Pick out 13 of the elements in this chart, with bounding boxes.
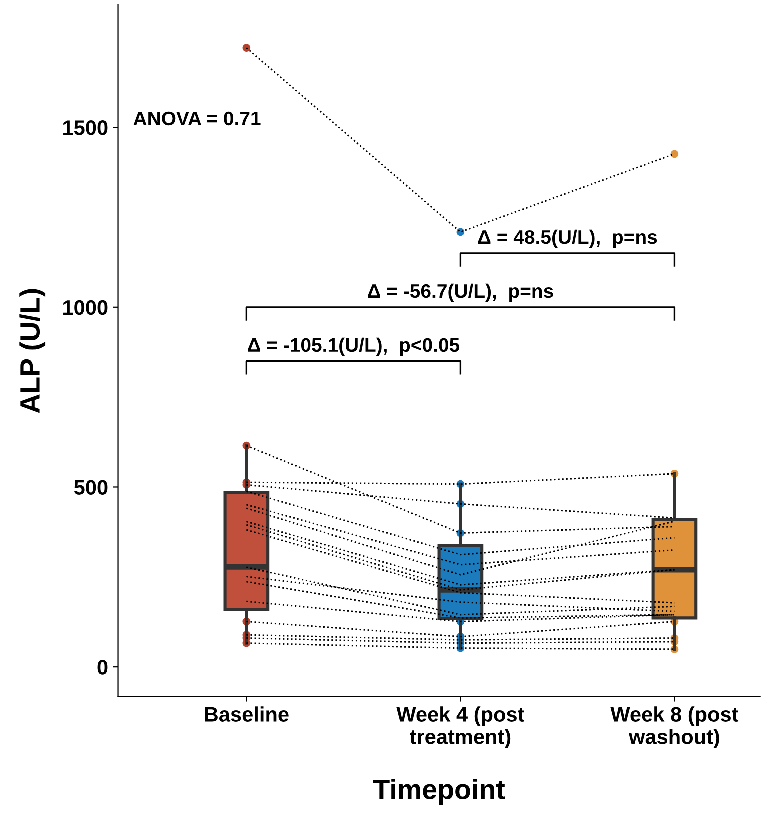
annotation: ANOVA = 0.71 bbox=[134, 112, 261, 126]
y-tick-label: 1000 bbox=[64, 300, 108, 316]
y-tick-label: 500 bbox=[74, 480, 108, 495]
x-tick-label: Week 4 (post treatment) bbox=[396, 706, 525, 749]
annotation: Δ = 48.5(U/L), p=ns bbox=[478, 230, 658, 248]
y-tick-label: 1500 bbox=[64, 120, 108, 136]
x-tick-label: Baseline bbox=[205, 706, 289, 722]
x-tick-label: Week 8 (post washout) bbox=[610, 706, 739, 749]
y-tick-label: 0 bbox=[98, 660, 108, 675]
annotation: Δ = -105.1(U/L), p<0.05 bbox=[248, 338, 460, 356]
annotation: Δ = -56.7(U/L), p=ns bbox=[368, 284, 554, 302]
x-axis-title: Timepoint bbox=[374, 779, 506, 805]
y-axis-title: ALP (U/L) bbox=[20, 289, 46, 414]
